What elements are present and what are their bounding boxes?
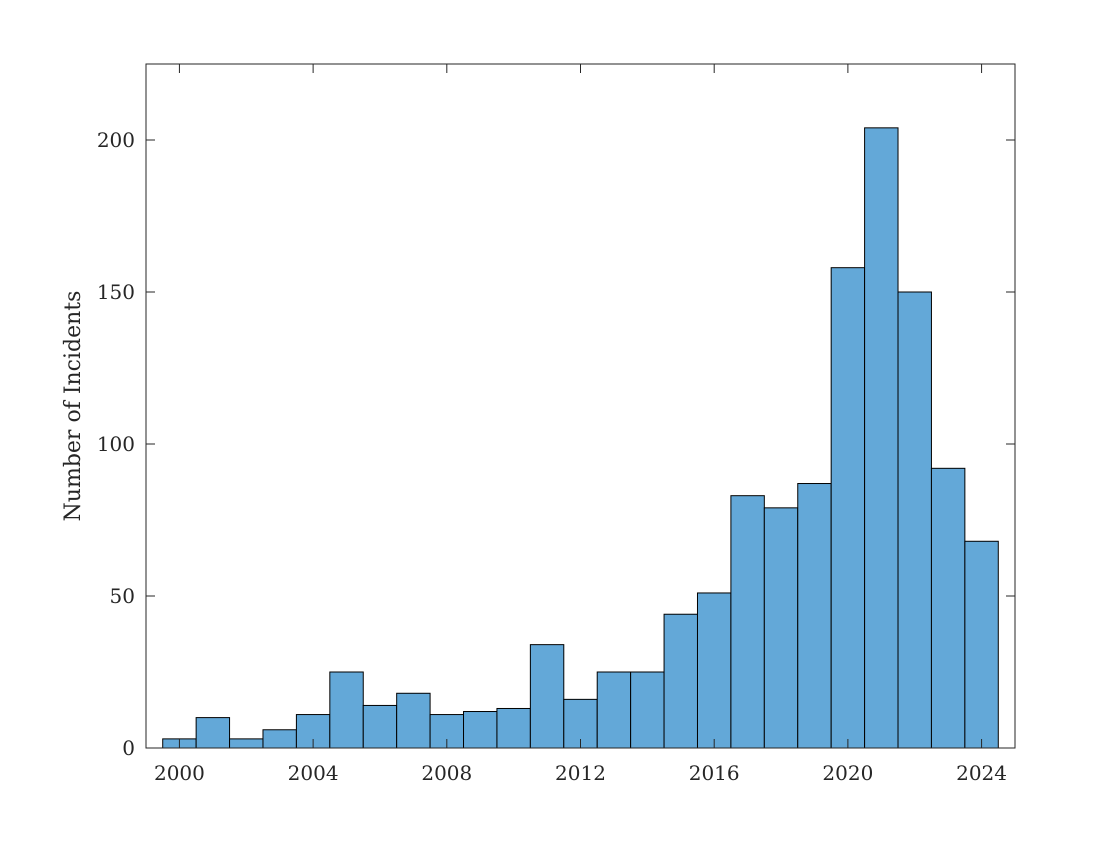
x-tick-label: 2024 <box>956 761 1007 785</box>
y-tick-label: 100 <box>97 432 135 456</box>
histogram-bar <box>930 467 966 749</box>
y-tick-label: 150 <box>97 280 135 304</box>
histogram-bar <box>596 671 632 749</box>
histogram-bar <box>463 711 498 749</box>
y-axis-label: Number of Incidents <box>61 291 86 522</box>
x-tick-label: 2000 <box>154 761 205 785</box>
histogram-bar <box>864 127 899 749</box>
histogram-bar <box>797 483 832 749</box>
histogram-bar <box>529 644 565 749</box>
y-tick-label: 200 <box>97 128 135 152</box>
bars-layer <box>162 127 999 749</box>
histogram-bar <box>262 729 297 749</box>
histogram-bar <box>696 592 732 749</box>
histogram-bar <box>496 707 531 749</box>
histogram-bar <box>663 613 698 749</box>
histogram-bar <box>630 671 665 749</box>
x-tick-label: 2012 <box>555 761 606 785</box>
histogram-bar <box>897 291 932 749</box>
histogram-bar <box>830 267 866 749</box>
x-tick-label: 2004 <box>288 761 339 785</box>
ticks-layer: 2000 2004 2008 2012 2016 2020 2024 0 50 100 150 200 <box>97 64 1015 785</box>
x-tick-label: 2020 <box>822 761 873 785</box>
y-tick-label: 50 <box>110 584 135 608</box>
x-tick-label: 2016 <box>689 761 740 785</box>
y-tick-label: 0 <box>122 736 135 760</box>
histogram-bar <box>396 692 431 749</box>
histogram-bar <box>730 495 765 749</box>
x-tick-label: 2008 <box>421 761 472 785</box>
histogram-bar <box>362 704 398 749</box>
histogram-bar <box>763 507 799 749</box>
histogram-bar <box>964 540 999 749</box>
histogram-bar <box>229 738 264 749</box>
histogram-bar <box>195 717 231 749</box>
histogram-bar <box>329 671 364 749</box>
